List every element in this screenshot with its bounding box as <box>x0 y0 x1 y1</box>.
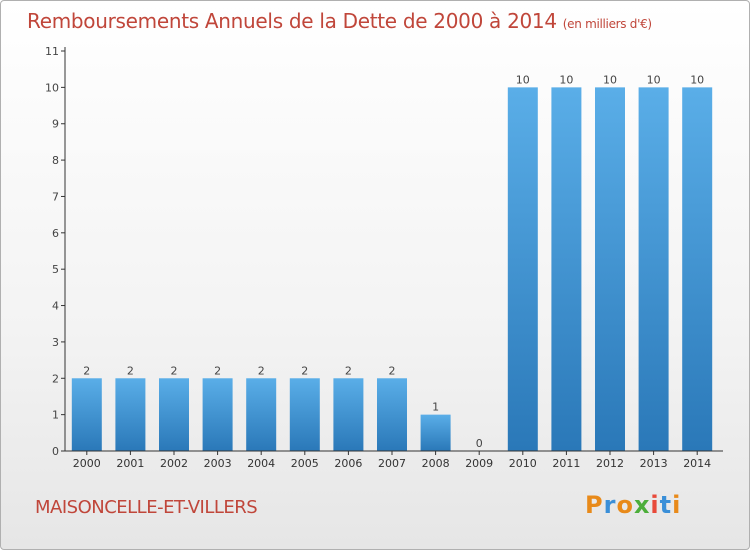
data-label: 0 <box>476 437 483 450</box>
bar-2004 <box>246 378 277 451</box>
x-tick-label: 2003 <box>204 457 232 470</box>
logo-letter: t <box>659 491 673 519</box>
logo-letter: P <box>585 491 604 519</box>
data-label: 10 <box>516 73 530 86</box>
bar-2014 <box>682 87 713 451</box>
y-tick-label: 6 <box>52 227 59 240</box>
x-tick-label: 2004 <box>247 457 275 470</box>
data-label: 2 <box>258 364 265 377</box>
bar-2012 <box>595 87 625 451</box>
y-tick-label: 2 <box>52 372 59 385</box>
data-label: 2 <box>301 364 308 377</box>
y-tick-label: 5 <box>52 263 59 276</box>
commune-name: MAISONCELLE-ET-VILLERS <box>35 497 258 518</box>
x-tick-label: 2008 <box>422 457 450 470</box>
data-label: 2 <box>171 364 178 377</box>
bar-2007 <box>377 378 407 451</box>
x-tick-label: 2014 <box>683 457 711 470</box>
x-tick-label: 2007 <box>378 457 406 470</box>
logo-letter: o <box>616 491 634 519</box>
y-tick-label: 7 <box>52 190 59 203</box>
x-tick-label: 2010 <box>509 457 537 470</box>
y-tick-label: 4 <box>52 300 59 313</box>
data-label: 10 <box>690 73 704 86</box>
bar-2011 <box>551 87 582 451</box>
data-label: 1 <box>432 401 439 414</box>
data-label: 10 <box>603 73 617 86</box>
bar-2006 <box>333 378 364 451</box>
bar-2003 <box>202 378 233 451</box>
logo-letter: i <box>672 491 682 519</box>
data-label: 10 <box>559 73 573 86</box>
logo-letter: i <box>650 491 660 519</box>
bar-2000 <box>71 378 102 451</box>
chart-title: Remboursements Annuels de la Dette de 20… <box>27 9 652 33</box>
bar-2013 <box>638 87 669 451</box>
x-tick-label: 2005 <box>291 457 319 470</box>
data-label: 2 <box>345 364 352 377</box>
y-tick-label: 3 <box>52 336 59 349</box>
bar-2008 <box>420 414 451 451</box>
logo-letter: x <box>633 491 651 519</box>
data-label: 2 <box>127 364 134 377</box>
logo-letter: r <box>603 491 617 519</box>
bar-2002 <box>159 378 189 451</box>
proxiti-logo: Proxiti <box>585 491 681 519</box>
bar-2010 <box>507 87 538 451</box>
x-tick-label: 2006 <box>334 457 362 470</box>
y-tick-label: 1 <box>52 409 59 422</box>
x-tick-label: 2001 <box>116 457 144 470</box>
bar-2005 <box>289 378 320 451</box>
x-tick-label: 2013 <box>640 457 668 470</box>
data-label: 10 <box>647 73 661 86</box>
y-axis: 0 1 2 3 4 5 6 7 8 9 10 11 <box>45 45 66 458</box>
data-label: 2 <box>83 364 90 377</box>
x-axis: 2000 2001 2002 2003 2004 2005 2006 2007 2008 2009… <box>65 450 723 470</box>
y-tick-label: 11 <box>45 45 59 58</box>
data-label: 2 <box>214 364 221 377</box>
y-tick-label: 9 <box>52 118 59 131</box>
data-label: 2 <box>389 364 396 377</box>
bar-2001 <box>115 378 146 451</box>
y-tick-label: 0 <box>52 445 59 458</box>
chart-subtitle: (en milliers d'€) <box>562 17 652 31</box>
x-tick-label: 2000 <box>73 457 101 470</box>
y-tick-label: 10 <box>45 81 59 94</box>
y-tick-label: 8 <box>52 154 59 167</box>
x-tick-label: 2002 <box>160 457 188 470</box>
x-tick-label: 2012 <box>596 457 624 470</box>
x-tick-label: 2011 <box>552 457 580 470</box>
chart-title-text: Remboursements Annuels de la Dette de 20… <box>27 9 557 33</box>
x-tick-label: 2009 <box>465 457 493 470</box>
